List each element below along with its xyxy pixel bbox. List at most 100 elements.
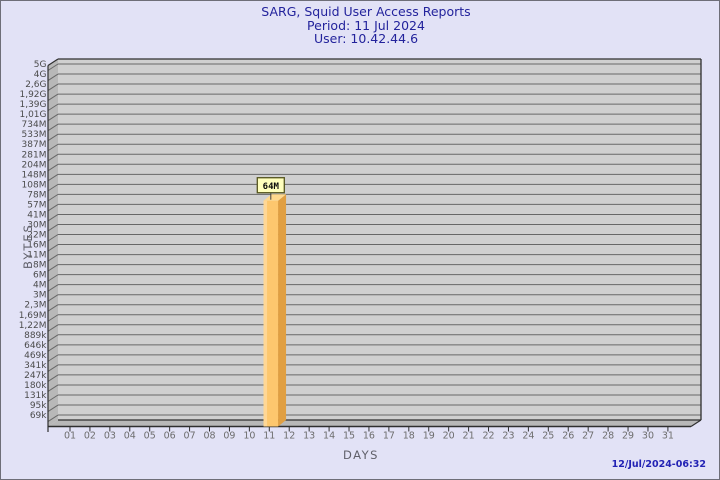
y-tick-label: 734M: [22, 120, 47, 130]
wall-tick: [47, 324, 59, 332]
wall-tick: [47, 354, 59, 362]
x-tick-label: 26: [562, 431, 574, 442]
x-tick-label: 13: [303, 431, 315, 442]
wall-tick: [47, 93, 59, 102]
y-tick-label: 30M: [27, 220, 46, 230]
wall-tick: [47, 224, 59, 232]
chart-user: User: 10.42.44.6: [313, 31, 419, 46]
y-tick-label: 4G: [34, 70, 47, 80]
y-tick-label: 1,01G: [19, 110, 46, 120]
wall-tick: [47, 103, 59, 112]
x-tick-label: 07: [184, 431, 196, 442]
x-tick-label: 17: [383, 431, 395, 442]
wall-tick: [47, 143, 59, 152]
wall-tick: [47, 344, 59, 352]
axis-border-wall-top: [47, 58, 59, 67]
x-tick-label: 01: [64, 431, 76, 442]
x-tick-label: 14: [323, 431, 335, 442]
y-tick-label: 180k: [24, 381, 47, 391]
y-tick-label: 148M: [22, 170, 47, 180]
title-block: SARG, Squid User Access Reports Period: …: [11, 4, 719, 46]
x-tick-label: 22: [482, 431, 494, 442]
wall-tick: [47, 304, 59, 312]
x-tick-label: 20: [443, 431, 455, 442]
wall-tick: [47, 214, 59, 222]
x-tick-label: 21: [463, 431, 475, 442]
y-tick-label: 3M: [33, 291, 47, 301]
wall-tick: [47, 284, 59, 292]
x-tick-label: 27: [582, 431, 594, 442]
wall-tick: [47, 314, 59, 322]
y-tick-label: 8M: [33, 261, 47, 271]
wall-tick: [47, 73, 59, 81]
wall-tick: [47, 364, 59, 372]
y-tick-label: 1,39G: [19, 100, 46, 110]
y-tick-label: 131k: [24, 391, 47, 401]
y-tick-label: 108M: [22, 180, 47, 190]
y-tick-label: 57M: [27, 200, 46, 210]
y-tick-label: 281M: [22, 150, 47, 160]
y-tick-label: 469k: [24, 351, 47, 361]
x-tick-label: 06: [164, 431, 176, 442]
wall-tick: [47, 63, 59, 71]
x-tick-label: 18: [403, 431, 415, 442]
wall-tick: [47, 153, 59, 162]
wall-tick: [47, 274, 59, 282]
wall-tick: [47, 183, 59, 192]
y-tick-label: 1,92G: [19, 90, 46, 100]
generation-timestamp: 12/Jul/2024-06:32: [611, 459, 706, 470]
y-tick-label: 16M: [27, 241, 46, 251]
bar-front-highlight: [263, 200, 268, 427]
x-tick-label: 08: [203, 431, 215, 442]
y-tick-label: 4M: [33, 281, 47, 291]
y-tick-label: 2,6G: [25, 80, 46, 90]
wall-tick: [47, 244, 59, 252]
y-tick-label: 1,22M: [19, 321, 47, 331]
y-tick-label: 11M: [27, 251, 46, 261]
x-tick-label: 10: [243, 431, 255, 442]
x-tick-label: 09: [223, 431, 235, 442]
wall-tick: [47, 264, 59, 272]
x-tick-label: 23: [502, 431, 514, 442]
wall-tick: [47, 123, 59, 132]
x-tick-label: 28: [602, 431, 614, 442]
x-tick-label: 02: [84, 431, 96, 442]
bar-value-callout: [256, 177, 285, 194]
wall-tick: [47, 404, 59, 412]
x-tick-label: 05: [144, 431, 156, 442]
y-tick-label: 646k: [24, 341, 47, 351]
bar-top-face: [263, 194, 287, 201]
y-tick-label: 1,69M: [19, 311, 47, 321]
y-tick-label: 247k: [24, 371, 47, 381]
wall-tick: [47, 254, 59, 262]
wall-tick: [47, 133, 59, 142]
wall-tick: [47, 234, 59, 242]
x-tick-label: 03: [104, 431, 116, 442]
chart-period: Period: 11 Jul 2024: [307, 17, 425, 33]
y-tick-label: 204M: [22, 160, 47, 170]
x-tick-label: 19: [423, 431, 435, 442]
x-axis-title: DAYS: [343, 448, 379, 462]
x-tick-label: 12: [283, 431, 295, 442]
x-tick-label: 31: [662, 431, 674, 442]
y-tick-label: 341k: [24, 361, 47, 371]
wall-tick: [47, 83, 59, 91]
x-tick-label: 24: [522, 431, 534, 442]
y-tick-label: 533M: [22, 130, 47, 140]
wall-tick: [47, 163, 59, 172]
y-tick-label: 69k: [30, 411, 47, 421]
wall-tick: [47, 414, 59, 422]
wall-tick: [47, 294, 59, 302]
y-tick-label: 41M: [27, 210, 46, 220]
wall-tick: [47, 334, 59, 342]
chart-wall: [48, 59, 58, 427]
chart-title: SARG, Squid User Access Reports: [261, 4, 471, 19]
wall-tick: [47, 374, 59, 382]
wall-tick: [47, 173, 59, 182]
y-tick-label: 22M: [27, 231, 46, 241]
axis-border-floor-right: [690, 419, 702, 428]
x-tick-label: 30: [642, 431, 654, 442]
wall-tick: [47, 384, 59, 392]
chart-floor: [48, 420, 701, 427]
